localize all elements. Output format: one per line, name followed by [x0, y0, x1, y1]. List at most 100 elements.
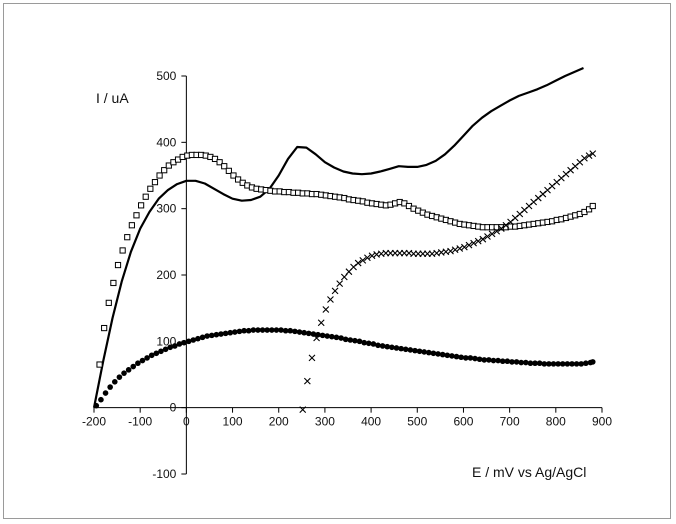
data-point-dot	[421, 349, 428, 355]
data-point-dot	[379, 343, 386, 349]
data-point-dot	[125, 367, 132, 373]
data-point-dot	[347, 337, 354, 343]
data-point-square	[156, 172, 163, 179]
data-point-square	[101, 324, 108, 332]
x-tick-label: -200	[82, 415, 106, 429]
data-point-cross	[460, 243, 468, 251]
data-point-dot	[589, 359, 596, 365]
x-tick-label: 500	[407, 415, 427, 429]
data-point-dot	[176, 341, 183, 347]
data-point-square	[105, 299, 112, 306]
x-tick-label: -100	[128, 415, 152, 429]
data-point-dot	[204, 333, 210, 339]
series-line	[92, 66, 584, 408]
data-point-dot	[315, 331, 321, 338]
data-point-cross	[313, 334, 320, 342]
data-point-square	[119, 247, 126, 254]
data-point-dot	[361, 339, 367, 346]
data-point-dot	[365, 340, 372, 347]
data-point-cross	[303, 377, 311, 385]
data-point-cross	[308, 354, 316, 362]
data-point-dot	[208, 332, 215, 339]
y-axis-label: I / uA	[96, 90, 129, 106]
data-point-dot	[435, 351, 441, 357]
data-point-dot	[555, 361, 561, 367]
data-point-dot	[218, 331, 224, 337]
data-point-dot	[236, 328, 243, 335]
data-point-dot	[527, 360, 534, 367]
data-point-dot	[550, 361, 557, 367]
x-tick-label: 800	[546, 415, 566, 429]
y-tick-label: 200	[156, 268, 176, 282]
data-point-dot	[412, 347, 418, 354]
data-point-dot	[338, 335, 344, 341]
x-axis-label: E / mV vs Ag/AgCl	[472, 464, 586, 480]
data-point-dot	[504, 358, 511, 365]
data-point-dot	[278, 327, 284, 333]
data-point-dot	[269, 327, 275, 333]
data-point-square	[216, 159, 223, 166]
data-point-cross	[456, 245, 464, 252]
data-point-dot	[144, 355, 150, 361]
data-point-dot	[389, 344, 395, 351]
data-point-dot	[578, 361, 585, 367]
y-tick-label: 500	[156, 69, 176, 83]
data-point-dot	[255, 327, 261, 333]
data-point-dot	[541, 361, 548, 367]
data-point-dot	[98, 396, 104, 403]
data-point-dot	[93, 402, 100, 409]
data-point-square	[211, 155, 219, 163]
data-point-dot	[472, 355, 478, 362]
data-point-dot	[301, 329, 307, 336]
data-point-dot	[158, 348, 164, 355]
data-point-square	[124, 234, 131, 241]
y-tick-label: 0	[170, 401, 177, 415]
data-point-dot	[213, 331, 220, 338]
data-point-square	[110, 279, 117, 287]
data-point-dot	[139, 357, 146, 364]
data-point-dot	[486, 357, 492, 363]
data-point-dot	[509, 359, 515, 365]
data-point-square	[128, 222, 135, 229]
data-point-square	[161, 167, 168, 174]
data-point-dot	[546, 361, 552, 367]
data-point-square	[142, 193, 149, 200]
data-point-cross	[474, 237, 482, 245]
data-point-dot	[241, 327, 247, 334]
data-point-cross	[488, 230, 496, 238]
data-point-dot	[476, 356, 483, 363]
data-point-cross	[359, 257, 367, 264]
data-point-dot	[102, 390, 109, 396]
data-point-dot	[195, 335, 201, 342]
data-point-dot	[564, 361, 571, 367]
data-point-dot	[449, 353, 455, 359]
data-point-cross	[589, 150, 597, 157]
data-point-dot	[532, 360, 538, 367]
data-point-cross	[364, 254, 371, 262]
x-tick-label: 300	[315, 415, 335, 429]
data-point-dot	[107, 384, 113, 390]
data-point-dot	[495, 357, 501, 364]
data-point-dot	[111, 378, 118, 385]
y-tick-label: 400	[156, 135, 176, 149]
series-2	[96, 151, 596, 368]
data-point-dot	[430, 350, 437, 357]
data-point-square	[133, 212, 140, 219]
data-point-dot	[444, 352, 451, 359]
data-point-cross	[354, 259, 362, 267]
data-point-dot	[370, 341, 377, 347]
data-point-dot	[393, 345, 400, 351]
y-tick-label: -100	[152, 467, 176, 481]
data-point-dot	[536, 360, 543, 367]
data-point-dot	[342, 336, 349, 343]
data-point-dot	[458, 354, 464, 361]
data-point-dot	[375, 342, 381, 349]
data-point-dot	[384, 343, 391, 350]
data-point-dot	[333, 334, 340, 341]
data-point-dot	[573, 361, 580, 367]
chart-frame	[3, 3, 671, 519]
data-point-dot	[398, 345, 404, 352]
data-point-cross	[451, 246, 459, 254]
data-point-dot	[232, 329, 238, 335]
data-marks	[92, 66, 597, 414]
